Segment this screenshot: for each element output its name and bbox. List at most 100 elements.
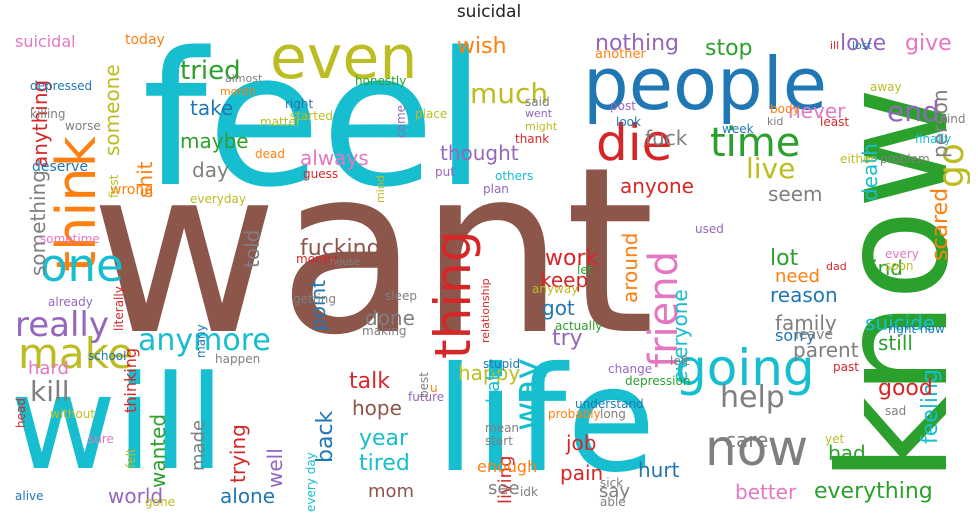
word-problem: problem bbox=[880, 152, 930, 166]
word-world: world bbox=[108, 484, 164, 508]
word-sure: sure bbox=[88, 432, 114, 446]
word-depressed: depressed bbox=[30, 79, 93, 93]
word-alone: alone bbox=[220, 484, 276, 508]
word-wanted: wanted bbox=[146, 413, 170, 488]
word-first: first bbox=[107, 174, 121, 198]
word-kind: kind bbox=[940, 112, 966, 126]
word-thought: thought bbox=[440, 141, 519, 165]
word-everyone: everyone bbox=[668, 289, 692, 383]
word-really: really bbox=[15, 305, 109, 345]
word-enough: enough bbox=[477, 457, 538, 476]
word-lot: lot bbox=[770, 246, 799, 271]
word-relationship: relationship bbox=[479, 277, 492, 343]
word-even: even bbox=[270, 28, 418, 93]
word-tried: tried bbox=[180, 56, 241, 86]
word-week: week bbox=[722, 122, 754, 136]
word-yet: yet bbox=[825, 432, 845, 446]
word-well: well bbox=[263, 448, 287, 488]
word-fucking: fucking bbox=[300, 236, 381, 261]
word-plan: plan bbox=[483, 182, 509, 196]
word-help: help bbox=[720, 380, 785, 415]
word-mean: mean bbox=[485, 421, 520, 435]
word-head: head bbox=[14, 398, 28, 428]
word-said: said bbox=[525, 95, 550, 109]
word-u: u bbox=[430, 381, 438, 395]
word-wish: wish bbox=[457, 34, 507, 59]
word-probably: probably bbox=[548, 407, 601, 421]
word-felt: felt bbox=[124, 448, 138, 468]
word-good: good bbox=[878, 376, 933, 401]
word-gone: gone bbox=[145, 495, 175, 509]
word-kid: kid bbox=[767, 115, 784, 128]
word-sorry: sorry bbox=[775, 326, 816, 345]
word-told: told bbox=[240, 229, 264, 268]
word-month: month bbox=[220, 85, 256, 98]
word-dead: dead bbox=[255, 147, 285, 161]
word-time: time bbox=[710, 120, 801, 166]
word-love: love bbox=[840, 31, 887, 56]
word-never: never bbox=[788, 99, 846, 123]
word-body: body bbox=[770, 102, 800, 116]
word-able: able bbox=[600, 495, 626, 509]
word-almost: almost bbox=[225, 72, 263, 85]
word-started: started bbox=[290, 109, 333, 123]
word-work: work bbox=[545, 246, 599, 271]
word-mind: mind bbox=[374, 175, 387, 203]
word-might: might bbox=[525, 120, 558, 133]
word-die: die bbox=[596, 114, 673, 172]
word-one: one bbox=[40, 239, 124, 292]
word-today: today bbox=[125, 32, 165, 48]
word-everything: everything bbox=[814, 479, 933, 504]
word-sad: sad bbox=[885, 404, 907, 418]
word-away: away bbox=[870, 80, 902, 94]
word-suicide: suicide bbox=[865, 311, 936, 335]
word-alive: alive bbox=[15, 489, 44, 503]
word-give: give bbox=[905, 31, 952, 56]
word-try: try bbox=[552, 326, 583, 351]
word-let: let bbox=[577, 263, 593, 277]
word-something: something bbox=[26, 169, 50, 276]
word-happen: happen bbox=[215, 352, 261, 366]
word-already: already bbox=[48, 295, 93, 309]
word-seem: seem bbox=[768, 182, 823, 206]
word-care: care bbox=[725, 428, 769, 452]
word-will: will bbox=[10, 347, 225, 499]
word-job: job bbox=[566, 431, 597, 455]
word-family: family bbox=[775, 311, 837, 335]
word-making: making bbox=[362, 324, 407, 338]
word-dad: dad bbox=[826, 260, 847, 273]
word-talk: talk bbox=[349, 369, 390, 394]
word-matter: matter bbox=[260, 115, 301, 129]
word-suicidal: suicidal bbox=[15, 32, 76, 51]
word-people: people bbox=[583, 42, 828, 126]
word-tired: tired bbox=[359, 451, 410, 476]
word-change: change bbox=[608, 362, 653, 376]
word-going: going bbox=[675, 339, 815, 397]
word-stupid: stupid bbox=[483, 357, 521, 371]
word-done: done bbox=[365, 306, 415, 330]
word-best: best bbox=[417, 372, 431, 398]
word-back: back bbox=[313, 410, 338, 463]
word-place: place bbox=[415, 107, 448, 121]
word-look: look bbox=[616, 115, 641, 129]
word-thing: thing bbox=[424, 230, 482, 360]
word-finally: finally bbox=[915, 132, 952, 146]
word-start: start bbox=[485, 434, 513, 448]
chart-title: suicidal bbox=[456, 2, 522, 22]
word-money: money bbox=[296, 252, 338, 266]
word-nothing: nothing bbox=[595, 31, 679, 56]
word-literally: literally bbox=[112, 285, 126, 331]
word-soon: soon bbox=[885, 259, 914, 273]
word-idk: idk bbox=[520, 485, 538, 499]
word-another: another bbox=[595, 47, 646, 62]
word-lost: lost bbox=[852, 39, 872, 52]
word-much: much bbox=[470, 77, 549, 110]
word-live: live bbox=[746, 152, 796, 185]
word-post: post bbox=[610, 99, 636, 113]
word-depression: depression bbox=[625, 374, 691, 388]
word-leave: leave bbox=[795, 327, 833, 343]
word-mom: mom bbox=[368, 481, 415, 502]
word-hope: hope bbox=[352, 396, 402, 420]
word-want: want bbox=[90, 119, 656, 386]
